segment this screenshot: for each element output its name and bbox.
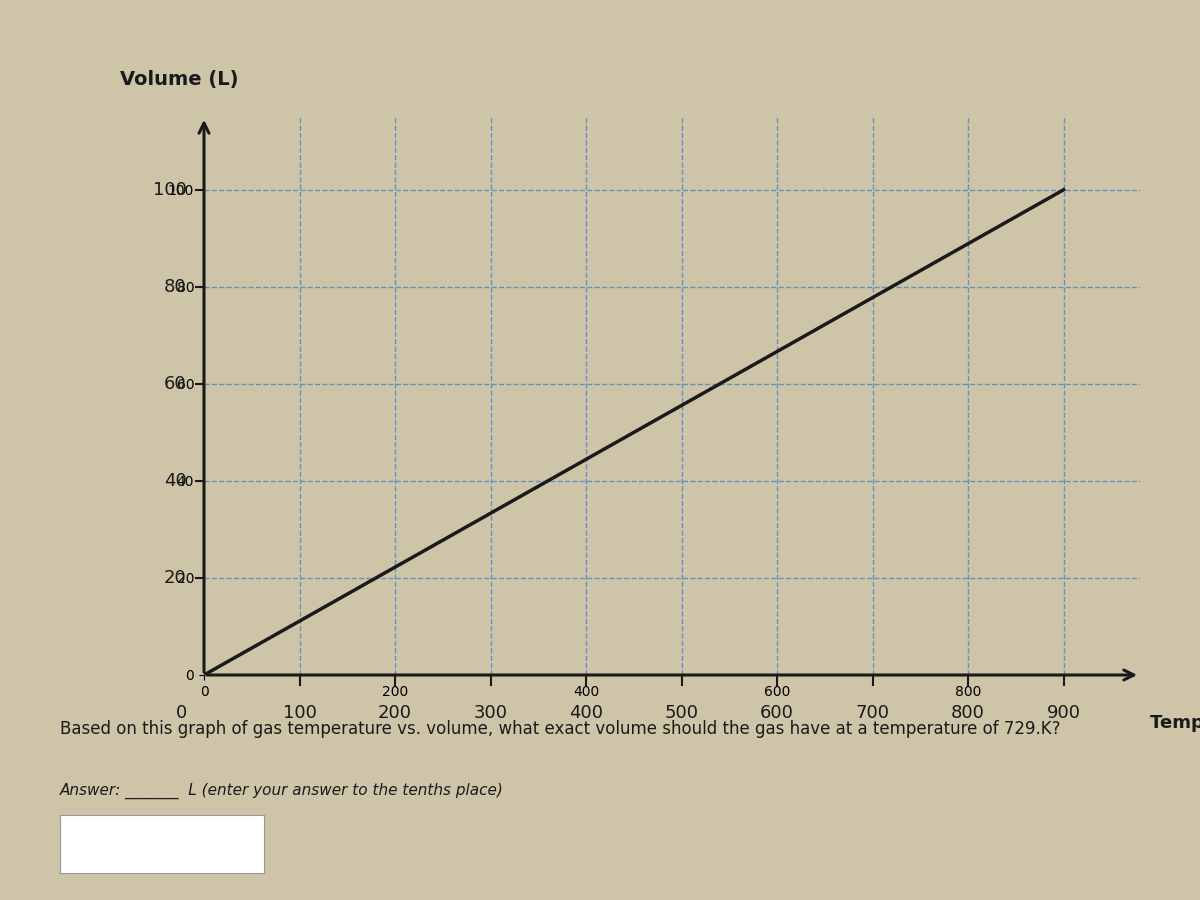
Text: 600: 600 (760, 704, 794, 722)
Text: 300: 300 (474, 704, 508, 722)
Text: 80: 80 (164, 278, 187, 296)
Text: 800: 800 (952, 704, 985, 722)
Text: 400: 400 (569, 704, 604, 722)
Text: 100: 100 (152, 181, 187, 199)
Text: 700: 700 (856, 704, 889, 722)
Text: Volume (L): Volume (L) (120, 70, 239, 89)
Text: 40: 40 (164, 472, 187, 490)
Text: 0: 0 (175, 704, 187, 722)
Text: Temperature (K): Temperature (K) (1150, 714, 1200, 732)
Text: 500: 500 (665, 704, 698, 722)
Text: 200: 200 (378, 704, 412, 722)
Text: 60: 60 (164, 375, 187, 393)
Text: Based on this graph of gas temperature vs. volume, what exact volume should the : Based on this graph of gas temperature v… (60, 720, 1061, 738)
Text: Answer: _______  L (enter your answer to the tenths place): Answer: _______ L (enter your answer to … (60, 783, 504, 799)
Text: 900: 900 (1046, 704, 1080, 722)
Text: 100: 100 (282, 704, 317, 722)
Text: 20: 20 (164, 569, 187, 587)
